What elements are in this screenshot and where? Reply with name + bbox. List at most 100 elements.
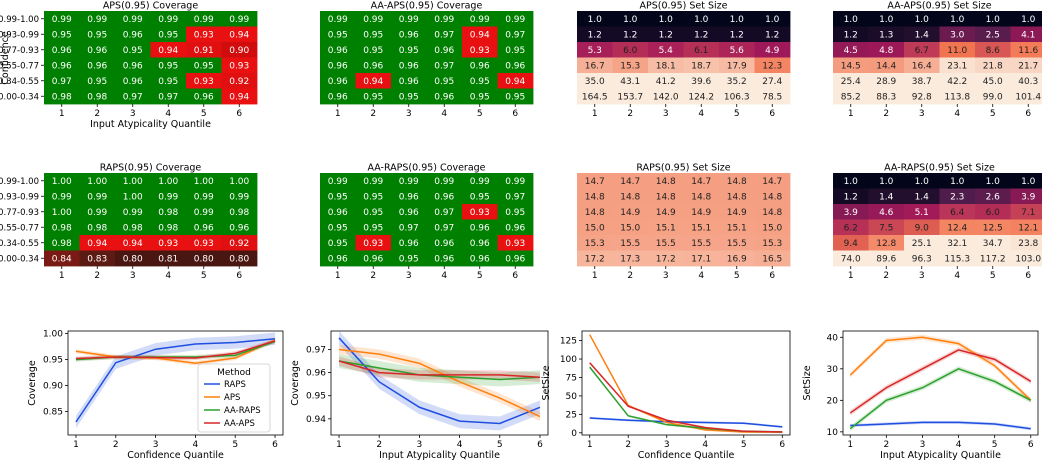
heatmap-cell	[79, 188, 116, 205]
heatmap-value: 0.94	[87, 239, 107, 249]
heatmap-cell	[355, 188, 392, 205]
plot-frame	[842, 330, 1039, 436]
heatmap-value: 0.94	[470, 31, 490, 41]
heatmap-cell	[221, 188, 258, 205]
heatmap-value: 1.00	[123, 177, 143, 187]
heatmap-value: 1.2	[730, 31, 744, 41]
x-tick-label: 6	[769, 109, 775, 119]
heatmap-value: 0.97	[52, 77, 72, 87]
heatmap-cell	[754, 250, 791, 267]
heatmap-value: 0.96	[328, 208, 348, 218]
heatmap-value: 0.99	[158, 15, 178, 25]
x-tick-label: 4	[165, 271, 171, 281]
heatmap-value: 16.4	[912, 62, 932, 72]
heatmap-value: 1.00	[158, 177, 178, 187]
x-tick-label: 6	[1028, 440, 1034, 450]
heatmap-value: 14.9	[727, 208, 747, 218]
heatmap-value: 12.3	[762, 62, 782, 72]
heatmap-cell	[115, 235, 151, 251]
heatmap-value: 0.94	[229, 31, 249, 41]
heatmap-value: 1.4	[915, 31, 930, 41]
heatmap-value: 0.96	[505, 62, 525, 72]
heatmap-cell	[391, 26, 427, 43]
heatmap-cell	[939, 88, 976, 105]
heatmap-cell	[79, 250, 116, 267]
heatmap-cell	[1010, 188, 1042, 205]
x-tick-label: 2	[883, 109, 889, 119]
heatmap-cell	[186, 204, 222, 220]
heatmap-cell	[462, 73, 498, 89]
x-tick-label: 3	[920, 440, 926, 450]
heatmap-value: 17.2	[585, 255, 605, 265]
heatmap-cell	[868, 188, 905, 205]
heatmap-cell	[79, 219, 116, 236]
heatmap-value: 0.99	[229, 15, 249, 25]
heatmap-cell	[754, 57, 791, 74]
heatmap-cell	[426, 188, 463, 205]
plot-frame	[330, 330, 549, 436]
heatmap-value: 0.95	[87, 77, 107, 87]
heatmap-cell	[577, 88, 613, 105]
heatmap-value: 0.97	[434, 62, 454, 72]
heatmap-value: 1.0	[844, 177, 859, 187]
heatmap-7: RAPS(0.95) Set Size 14.7 14.7 14.8 14.7 14.8 1…	[577, 163, 791, 281]
heatmap-value: 0.96	[123, 31, 143, 41]
y-axis-label: Coverage	[290, 360, 301, 406]
heatmap-1: APS(0.95) Coverage 0.99 0.99 0.99 0.99 0.99 0.…	[0, 1, 258, 119]
y-tick-label: 0.34-0.55	[0, 239, 39, 249]
heatmap-value: 0.99	[328, 177, 348, 187]
heatmap-cell	[1010, 235, 1042, 251]
heatmap-cell	[462, 235, 498, 251]
heatmap-value: 28.9	[876, 77, 896, 87]
heatmap-cell	[719, 26, 755, 43]
heatmap-cell	[497, 73, 534, 89]
heatmap-cell	[497, 57, 534, 74]
legend-label: APS	[224, 393, 240, 403]
x-tick-label: 1	[59, 109, 65, 119]
heatmap-cell	[577, 73, 613, 89]
heatmap-value: 16.7	[585, 62, 605, 72]
heatmap-value: 0.96	[328, 77, 348, 87]
heatmap-value: 1.0	[694, 15, 709, 25]
plot-frame	[67, 330, 284, 436]
heatmap-value: 39.6	[691, 77, 711, 87]
heatmap-value: 15.5	[620, 239, 640, 249]
heatmap-value: 142.0	[653, 93, 679, 103]
heatmap-cell	[44, 57, 80, 74]
legend-label: RAPS	[224, 380, 246, 390]
heatmap-cell	[683, 26, 720, 43]
heatmap-cell	[320, 204, 356, 220]
y-tick-label: 0.97	[306, 345, 326, 355]
heatmap-value: 0.96	[194, 224, 214, 234]
heatmap-value: 0.99	[470, 15, 490, 25]
heatmap-2: AA-APS(0.95) Coverage 0.99 0.99 0.99 0.99 0.9…	[320, 1, 534, 119]
x-tick-label: 2	[94, 271, 100, 281]
x-tick-label: 4	[441, 109, 447, 119]
heatmap-value: 0.96	[470, 255, 490, 265]
heatmap-cell	[497, 250, 534, 267]
heatmap-value: 0.98	[52, 224, 72, 234]
heatmap-cell	[426, 26, 463, 43]
heatmap-cell	[44, 204, 80, 220]
heatmap-value: 2.6	[986, 193, 1001, 203]
heatmap-cell	[150, 188, 187, 205]
heatmap-value: 0.93	[158, 239, 178, 249]
y-tick-label: 0	[571, 429, 577, 439]
heatmap-cell	[719, 219, 755, 236]
heatmap-cell	[719, 188, 755, 205]
heatmap-value: 0.94	[363, 77, 383, 87]
heatmap-value: 0.93	[194, 239, 214, 249]
heatmap-value: 1.00	[52, 177, 72, 187]
heatmap-value: 1.2	[844, 193, 858, 203]
heatmap-cell	[648, 42, 684, 58]
heatmap-value: 9.4	[844, 239, 859, 249]
heatmap-cell	[1010, 88, 1042, 105]
heatmap-cell	[833, 219, 869, 236]
x-tick-label: 4	[698, 109, 704, 119]
heatmap-value: 0.96	[434, 239, 454, 249]
heatmap-value: 0.99	[194, 15, 214, 25]
legend-label: AA-RAPS	[224, 406, 261, 416]
heatmap-cell	[320, 42, 356, 58]
heatmap-value: 4.9	[765, 46, 780, 56]
heatmap-cell	[44, 235, 80, 251]
